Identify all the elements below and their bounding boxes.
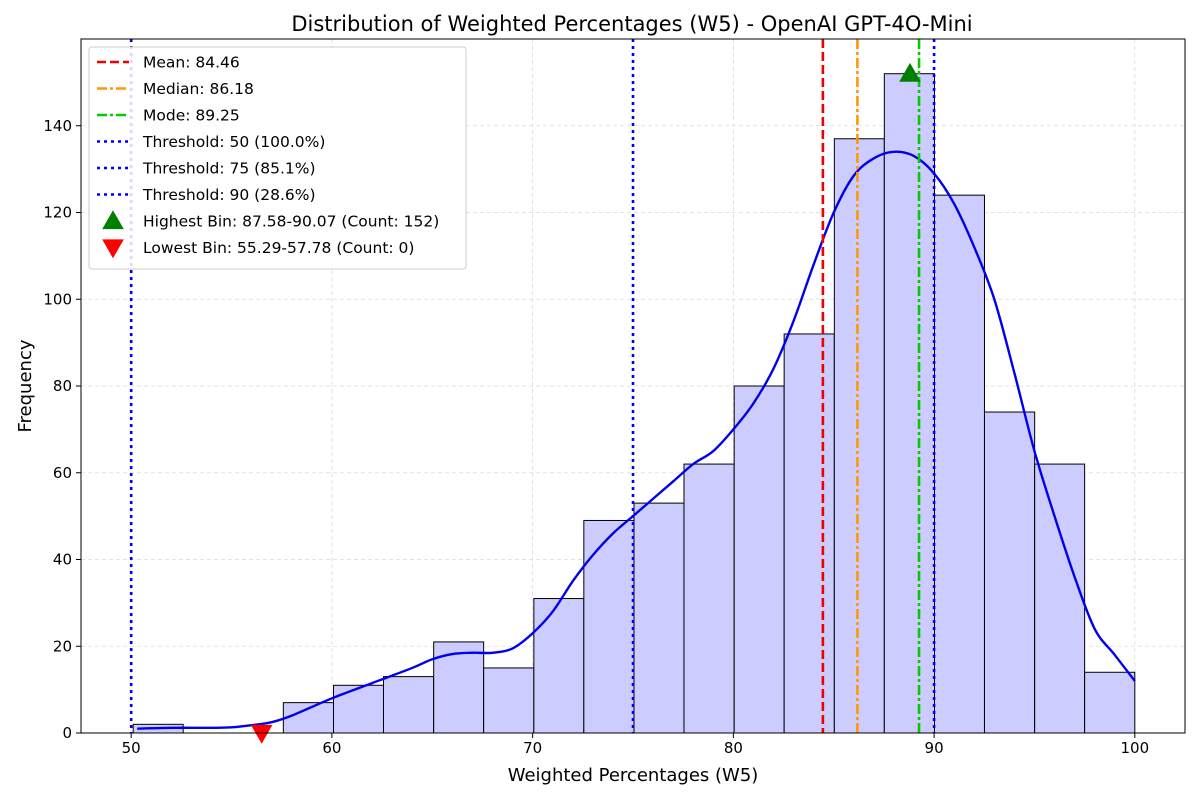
- legend-label: Lowest Bin: 55.29-57.78 (Count: 0): [143, 239, 414, 257]
- x-tick-label: 50: [122, 739, 141, 757]
- kde-line: [137, 150, 1136, 730]
- histogram-bar: [883, 73, 935, 734]
- histogram-bar: [683, 463, 735, 734]
- x-tick-label: 100: [1120, 739, 1149, 757]
- y-tick-label: 60: [53, 464, 72, 482]
- legend-label: Threshold: 90 (28.6%): [142, 186, 316, 204]
- reference-lines: [129, 39, 936, 733]
- histogram-bar: [483, 667, 535, 734]
- lowest-bin-marker: [250, 724, 273, 744]
- y-tick-label: 20: [53, 637, 72, 655]
- legend-label: Threshold: 50 (100.0%): [142, 133, 325, 151]
- histogram-bar: [983, 411, 1036, 734]
- legend-marker-swatch: [102, 210, 124, 230]
- x-axis-ticks: 50 60 70 80 90 100: [122, 733, 1149, 757]
- legend: Mean: 84.46 Median: 86.18 Mode: 89.25 Thres…: [88, 46, 467, 270]
- histogram-bar: [583, 519, 635, 734]
- histogram-bar: [733, 385, 785, 734]
- histogram-bar: [333, 684, 384, 734]
- legend-box: [88, 46, 467, 270]
- chart-title: Distribution of Weighted Percentages (W5…: [291, 12, 972, 36]
- histogram-bars: [132, 73, 1136, 734]
- legend-label: Mode: 89.25: [143, 107, 240, 125]
- legend-label: Threshold: 75 (85.1%): [142, 160, 316, 178]
- histogram-bar: [1084, 671, 1136, 734]
- x-tick-label: 70: [523, 739, 542, 757]
- highest-bin-marker: [899, 62, 921, 82]
- histogram-bar: [783, 333, 835, 734]
- legend-label: Median: 86.18: [143, 80, 254, 98]
- y-tick-label: 100: [43, 290, 72, 308]
- y-tick-label: 120: [43, 204, 72, 222]
- y-tick-label: 40: [53, 551, 72, 569]
- x-axis-label: Weighted Percentages (W5): [508, 765, 759, 786]
- y-axis-label: Frequency: [15, 339, 36, 432]
- legend-label: Mean: 84.46: [143, 54, 240, 72]
- histogram-bar: [1034, 463, 1086, 734]
- histogram-bar: [533, 598, 585, 734]
- x-tick-label: 90: [925, 739, 944, 757]
- histogram-bar: [833, 138, 885, 734]
- kde-curve: [137, 150, 1136, 730]
- x-tick-label: 80: [724, 739, 743, 757]
- legend-marker-swatch: [102, 239, 124, 259]
- histogram-bar: [382, 676, 435, 734]
- legend-label: Highest Bin: 87.58-90.07 (Count: 152): [143, 213, 439, 231]
- bin-markers: [250, 62, 921, 744]
- y-tick-label: 140: [43, 117, 72, 135]
- y-axis-ticks: 0 20 40 60 80 100 120 140: [43, 117, 81, 742]
- histogram-bar: [633, 502, 685, 734]
- x-tick-label: 60: [322, 739, 341, 757]
- y-tick-label: 80: [53, 377, 72, 395]
- histogram-bar: [933, 194, 985, 734]
- y-tick-label: 0: [62, 724, 72, 742]
